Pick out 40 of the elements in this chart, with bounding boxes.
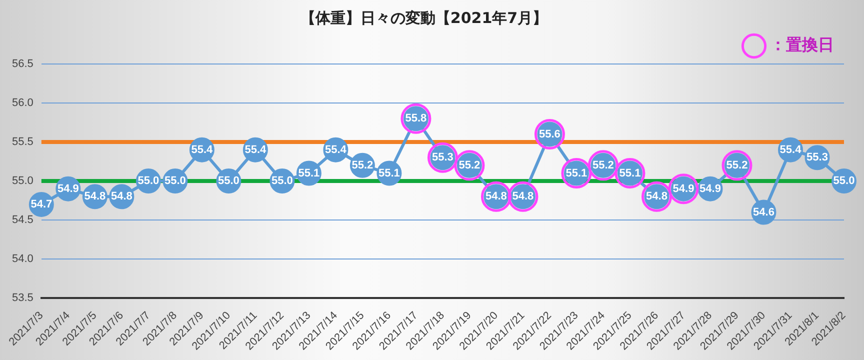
y-tick-label: 53.5 [12,292,34,304]
data-label: 55.1 [298,167,320,180]
data-label: 55.0 [218,175,240,188]
data-label: 55.2 [458,159,480,172]
data-label: 54.8 [512,190,534,203]
y-tick-label: 55.0 [12,175,34,188]
y-tick-label: 56.0 [12,97,34,110]
data-label: 55.4 [244,144,268,156]
data-label: 55.4 [780,144,802,156]
data-label: 55.3 [432,152,454,164]
y-tick-label: 55.5 [12,136,34,148]
data-label: 55.0 [164,175,186,188]
data-label: 54.8 [486,190,507,203]
chart-title: 【体重】日々の変動【2021年7月】 [300,8,548,27]
data-label: 55.1 [378,167,400,180]
data-label: 55.1 [566,167,588,180]
data-label: 54.8 [110,190,132,203]
data-label: 54.9 [672,182,694,195]
data-label: 54.8 [646,190,668,203]
data-label: 55.6 [539,128,560,140]
data-label: 55.0 [138,175,160,188]
data-label: 55.2 [592,159,614,172]
y-tick-label: 56.5 [12,58,34,70]
data-label: 55.3 [806,152,828,164]
data-label: 54.9 [57,182,79,195]
data-label: 54.7 [30,198,52,210]
legend-label: ：置換日 [770,35,834,54]
data-label: 55.2 [352,159,374,172]
data-label: 55.0 [833,175,855,188]
data-label: 54.9 [700,182,721,195]
data-label: 55.2 [726,159,748,172]
data-label: 54.8 [84,190,106,203]
y-tick-label: 54.0 [12,253,34,266]
data-label: 54.6 [753,206,774,218]
y-tick-label: 54.5 [12,214,34,226]
data-label: 55.4 [324,144,348,156]
data-label: 55.0 [271,175,293,188]
data-label: 55.8 [405,112,427,125]
data-label: 55.4 [191,144,214,156]
data-label: 55.1 [619,167,641,180]
